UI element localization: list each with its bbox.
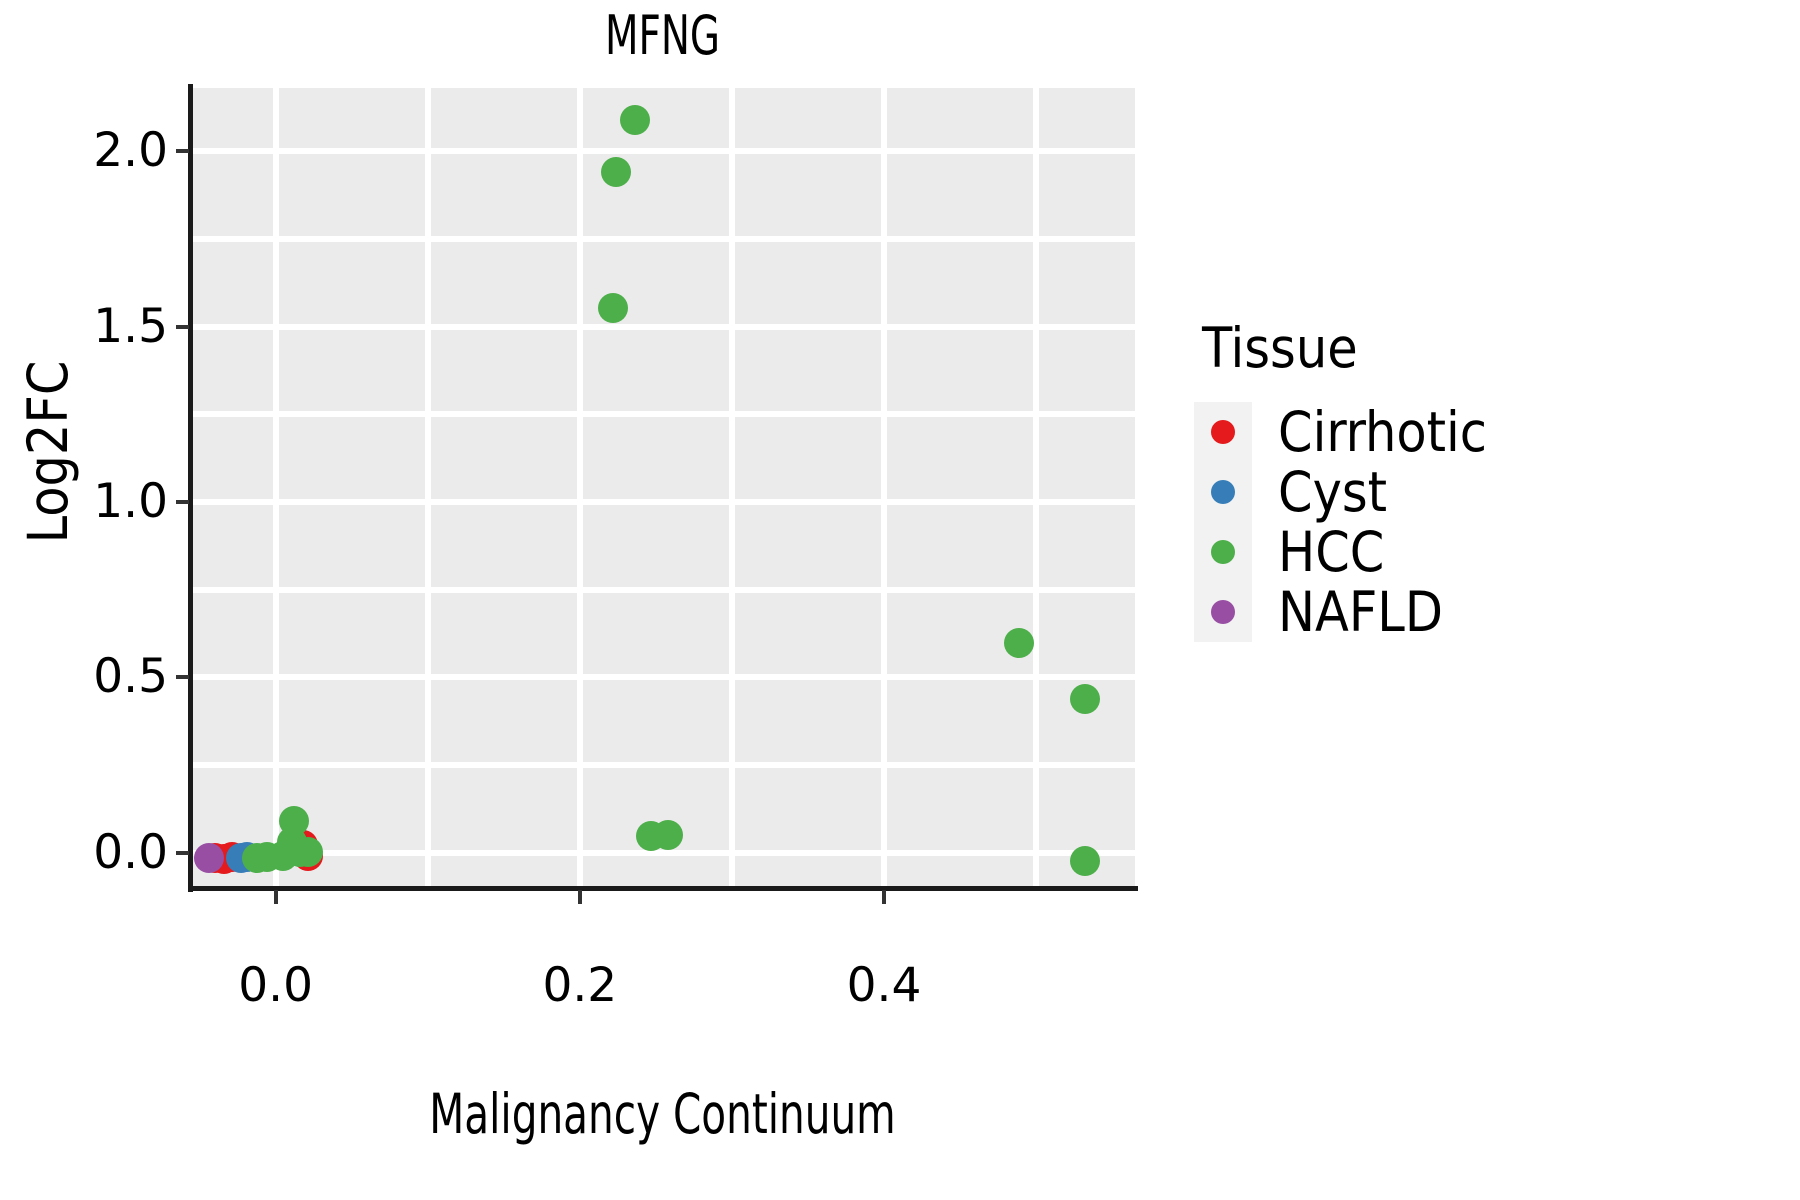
data-point [193, 843, 224, 874]
legend-color-dot [1211, 540, 1235, 564]
x-tick-mark [882, 890, 887, 904]
chart-title: MFNG [604, 4, 721, 67]
data-point [268, 841, 299, 872]
y-tick-mark [176, 149, 189, 154]
legend-entries: Cirrhotic Cyst HCC NAFLD [1180, 402, 1740, 642]
gridline-horizontal-major [192, 499, 1135, 506]
gridline-vertical-major [576, 88, 583, 888]
data-point [601, 157, 632, 188]
gridline-horizontal-major [192, 762, 1135, 769]
y-axis-line [188, 84, 193, 892]
legend-item[interactable]: Cirrhotic [1180, 402, 1740, 462]
x-axis-line [188, 886, 1138, 891]
gridline-horizontal-major [192, 323, 1135, 330]
gridline-vertical-major [881, 88, 888, 888]
plot-panel [192, 88, 1135, 888]
y-tick-mark [176, 675, 189, 680]
y-tick-label: 2.0 [93, 123, 168, 179]
legend-dot-icon [1194, 402, 1252, 462]
gridline-horizontal-major [192, 849, 1135, 856]
y-tick-mark [176, 500, 189, 505]
x-tick-mark [273, 890, 278, 904]
y-tick-mark [176, 850, 189, 855]
legend-dot-icon [1194, 582, 1252, 642]
x-tick-label: 0.0 [238, 958, 314, 1013]
gridline-horizontal-major [192, 586, 1135, 593]
data-point [1069, 846, 1100, 877]
data-point [598, 293, 629, 323]
x-axis-title: Malignancy Continuum [429, 1082, 896, 1146]
legend-item-label: Cyst [1278, 459, 1388, 524]
legend-dot-icon [1194, 522, 1252, 582]
legend-item[interactable]: Cyst [1180, 462, 1740, 522]
y-tick-label: 0.5 [93, 649, 168, 705]
data-point [653, 819, 684, 850]
data-point [1069, 684, 1100, 715]
legend-item-label: NAFLD [1278, 579, 1443, 644]
data-point [619, 104, 650, 135]
data-point [1004, 628, 1035, 659]
x-tick-label: 0.2 [542, 958, 618, 1013]
y-tick-label: 0.0 [93, 824, 168, 880]
gridline-horizontal-major [192, 411, 1135, 418]
y-tick-label: 1.0 [93, 474, 168, 530]
legend-dot-icon [1194, 462, 1252, 522]
legend-color-dot [1211, 480, 1235, 504]
y-axis-title: Log2FC [16, 360, 80, 544]
gridline-horizontal-major [192, 148, 1135, 155]
gridline-vertical-major [424, 88, 431, 888]
legend: Tissue Cirrhotic Cyst HCC NAFLD [1180, 316, 1740, 642]
y-tick-label: 1.5 [93, 298, 168, 354]
gridline-vertical-major [272, 88, 279, 888]
legend-color-dot [1211, 600, 1235, 624]
y-tick-mark [176, 324, 189, 329]
legend-title: Tissue [1202, 316, 1358, 380]
legend-item[interactable]: HCC [1180, 522, 1740, 582]
gridline-horizontal-major [192, 235, 1135, 242]
gridline-vertical-major [728, 88, 735, 888]
x-tick-label: 0.4 [846, 958, 922, 1013]
legend-color-dot [1211, 420, 1235, 444]
gridline-horizontal-major [192, 674, 1135, 681]
legend-item-label: Cirrhotic [1278, 399, 1488, 464]
x-tick-mark [577, 890, 582, 904]
legend-item[interactable]: NAFLD [1180, 582, 1740, 642]
legend-item-label: HCC [1278, 519, 1385, 584]
gridline-vertical-major [1033, 88, 1040, 888]
